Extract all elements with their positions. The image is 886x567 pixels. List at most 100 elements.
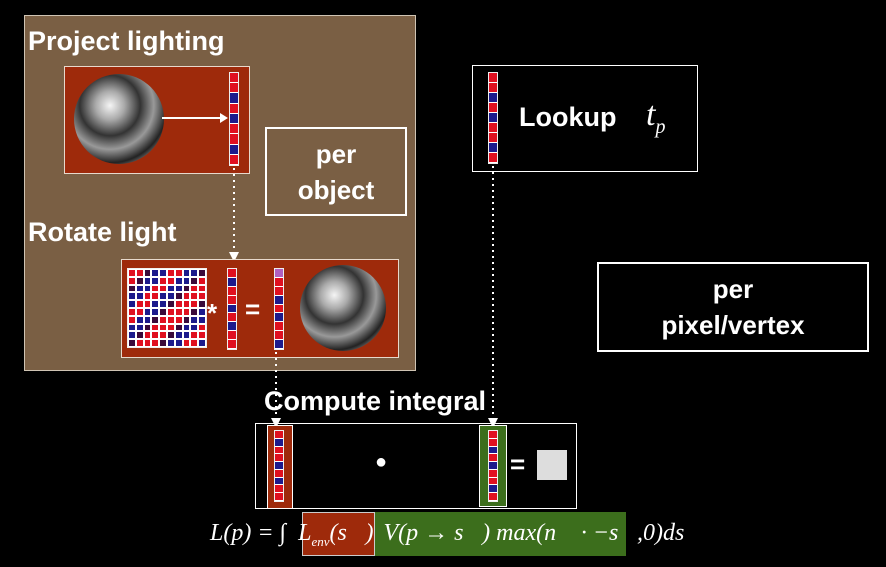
vector-cell — [275, 304, 283, 314]
input-coefficient-vector — [227, 268, 237, 350]
vector-cell — [275, 438, 283, 447]
matrix-cell — [167, 300, 175, 308]
vector-cell — [489, 446, 497, 455]
vector-cell — [230, 124, 238, 135]
equals-sign-compute: = — [510, 449, 526, 479]
matrix-cell — [198, 292, 206, 301]
vector-cell — [489, 123, 497, 133]
vector-cell — [275, 493, 283, 501]
vector-cell — [489, 493, 497, 501]
matrix-cell — [159, 276, 167, 285]
matrix-cell — [167, 284, 175, 293]
per-pixel-box: per pixel/vertex — [597, 262, 869, 352]
matrix-cell — [143, 284, 152, 293]
matrix-cell — [190, 276, 199, 285]
matrix-cell — [128, 269, 136, 277]
matrix-cell — [159, 307, 167, 316]
sh-coefficient-vector — [229, 72, 239, 166]
lookup-box — [472, 65, 698, 172]
vector-cell — [489, 93, 497, 103]
matrix-cell — [151, 269, 160, 277]
vector-cell — [275, 340, 283, 349]
vector-cell — [275, 313, 283, 323]
matrix-cell — [190, 307, 199, 316]
formula-lhs: L(p) = ∫ — [210, 520, 287, 546]
matrix-cell — [128, 284, 136, 293]
rendering-equation: L(p) = ∫ Lenv(s⃗) V(p → s⃗) max(n⃗ · −s⃗… — [210, 520, 703, 550]
compute-integral-heading: Compute integral — [264, 386, 487, 416]
light-coefficient-vector — [274, 430, 284, 502]
formula-env-term: Lenv(s⃗) — [298, 520, 374, 549]
dot-product-symbol: ● — [375, 451, 388, 473]
matrix-cell — [198, 307, 206, 316]
matrix-cell — [190, 300, 199, 308]
matrix-cell — [159, 300, 167, 308]
vector-cell — [489, 454, 497, 463]
matrix-cell — [135, 269, 144, 277]
matrix-cell — [128, 300, 136, 308]
matrix-cell — [182, 307, 191, 316]
vector-cell — [230, 83, 238, 94]
vector-cell — [228, 313, 236, 323]
matrix-cell — [159, 339, 167, 347]
transfer-symbol-subscript: p — [655, 115, 666, 138]
matrix-cell — [143, 339, 152, 347]
matrix-cell — [159, 284, 167, 293]
matrix-cell — [167, 276, 175, 285]
matrix-cell — [182, 292, 191, 301]
vector-cell — [489, 469, 497, 478]
matrix-cell — [151, 307, 160, 316]
matrix-cell — [151, 284, 160, 293]
matrix-cell — [128, 307, 136, 316]
vector-cell — [228, 295, 236, 305]
vector-cell — [489, 73, 497, 83]
per-object-line2: object — [297, 174, 375, 205]
matrix-cell — [190, 284, 199, 293]
matrix-cell — [167, 269, 175, 277]
matrix-cell — [159, 331, 167, 340]
formula-env-argument: (s⃗) — [329, 520, 374, 546]
vector-cell — [275, 462, 283, 470]
vector-cell — [489, 462, 497, 470]
matrix-cell — [151, 315, 160, 324]
transfer-symbol: tp — [646, 96, 665, 139]
vector-cell — [230, 144, 238, 155]
matrix-cell — [135, 307, 144, 316]
vector-cell — [275, 322, 283, 332]
matrix-cell — [190, 315, 199, 324]
vector-cell — [275, 469, 283, 478]
formula-env-l: L — [298, 520, 312, 546]
vector-cell — [489, 485, 497, 494]
matrix-cell — [182, 323, 191, 332]
matrix-cell — [135, 331, 144, 340]
matrix-cell — [190, 292, 199, 301]
result-value-swatch — [537, 450, 567, 480]
vector-cell — [228, 286, 236, 296]
matrix-cell — [135, 300, 144, 308]
rotate-light-heading: Rotate light — [28, 217, 177, 247]
vector-cell — [230, 73, 238, 84]
matrix-cell — [198, 331, 206, 340]
transfer-vector — [488, 72, 498, 164]
matrix-cell — [143, 292, 152, 301]
matrix-cell — [143, 323, 152, 332]
matrix-cell — [190, 323, 199, 332]
matrix-cell — [159, 292, 167, 301]
matrix-cell — [174, 331, 183, 340]
matrix-cell — [190, 339, 199, 347]
matrix-cell — [174, 292, 183, 301]
matrix-cell — [143, 307, 152, 316]
matrix-cell — [198, 339, 206, 347]
matrix-cell — [143, 276, 152, 285]
matrix-cell — [174, 307, 183, 316]
matrix-cell — [198, 276, 206, 285]
vector-cell — [228, 269, 236, 278]
formula-env-subscript: env — [311, 533, 330, 549]
vector-cell — [275, 431, 283, 439]
matrix-cell — [167, 323, 175, 332]
matrix-cell — [135, 339, 144, 347]
vector-cell — [275, 477, 283, 486]
vector-cell — [489, 477, 497, 486]
matrix-cell — [198, 300, 206, 308]
vector-cell — [275, 454, 283, 463]
